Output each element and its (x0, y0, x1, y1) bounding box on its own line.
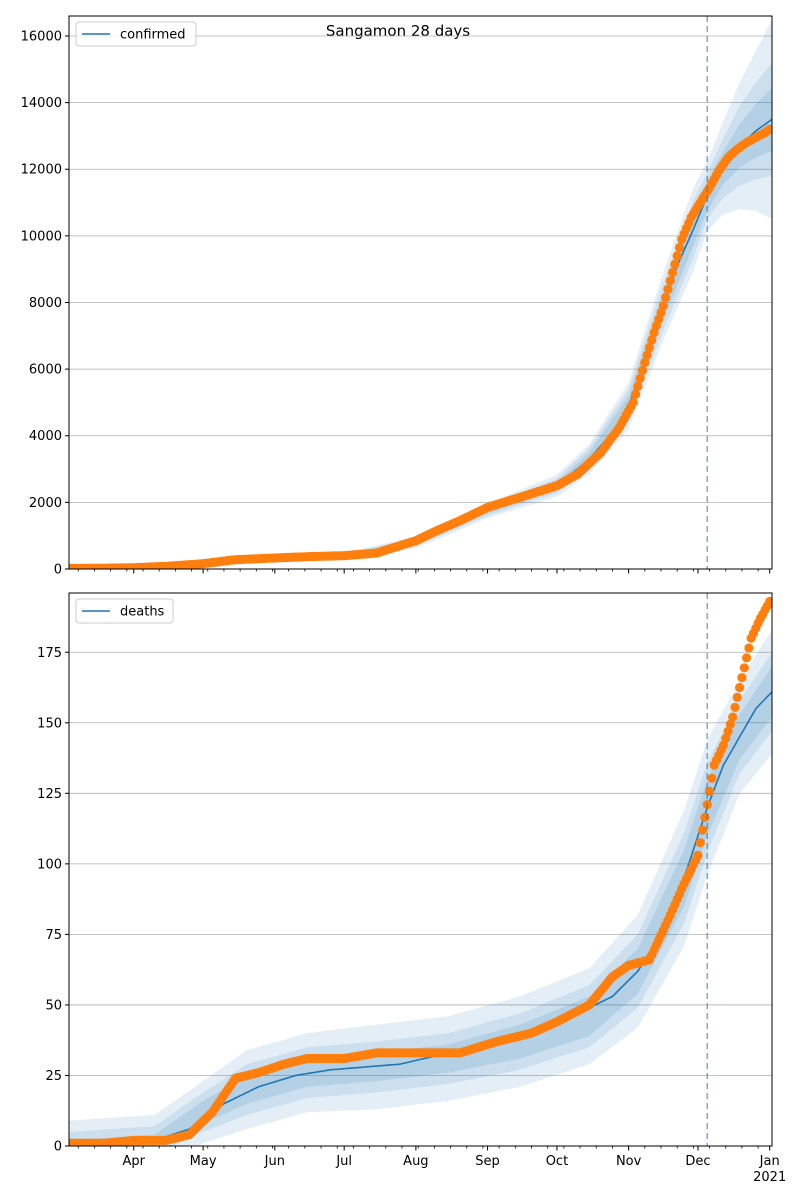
band-middle (69, 652, 772, 1146)
x-tick-label-line: Sep (475, 1154, 500, 1169)
observed-point (725, 719, 736, 729)
legend: confirmed (75, 21, 197, 47)
observed-point (672, 251, 682, 261)
legend-label: deaths (120, 605, 165, 620)
observed-point (665, 276, 675, 286)
observed-point (631, 389, 641, 399)
y-tick-label: 25 (45, 1069, 62, 1084)
observed-point (730, 702, 740, 712)
x-tick-label: Nov (616, 1154, 642, 1169)
x-tick-label-line: Jan (759, 1154, 780, 1169)
observed-point (718, 740, 729, 751)
observed-point (721, 733, 731, 743)
observed-point (765, 124, 772, 134)
plot-area (69, 19, 772, 569)
y-tick-label: 10000 (21, 229, 62, 244)
observed-point (739, 663, 749, 673)
observed-point (700, 812, 710, 822)
observed-point (707, 773, 717, 783)
legend: deaths (75, 598, 174, 624)
observed-point (674, 242, 685, 253)
y-tick-label: 2000 (29, 496, 62, 511)
y-tick-label: 16000 (21, 29, 62, 44)
observed-point (640, 357, 650, 368)
y-tick-label: 6000 (29, 363, 62, 378)
observed-point (695, 838, 705, 848)
x-tick-label: Jan 2021 (753, 1154, 786, 1185)
observed-point (735, 682, 745, 693)
y-tick-label: 8000 (29, 296, 62, 311)
x-tick-label-line: Aug (403, 1154, 428, 1169)
y-tick-label: 4000 (29, 429, 62, 444)
y-tick-label: 150 (37, 716, 62, 731)
observed-point (642, 350, 652, 360)
x-tick-label: Dec (685, 1154, 710, 1169)
observed-point (765, 596, 772, 607)
x-tick-label: Aug (403, 1154, 428, 1169)
x-tick-label-line: May (190, 1154, 217, 1169)
observed-point (737, 673, 747, 683)
x-tick-label: Jun (264, 1154, 285, 1169)
x-tick-label-line: Nov (616, 1154, 642, 1169)
observed-point (635, 373, 645, 383)
observed-point (732, 692, 742, 703)
y-tick-label: 125 (37, 787, 62, 802)
observed-point (628, 397, 638, 407)
y-tick-label: 175 (37, 646, 62, 661)
y-tick-label: 50 (45, 998, 62, 1013)
observed-point (644, 342, 655, 353)
band-inner (69, 666, 772, 1146)
observed-point (742, 653, 752, 663)
observed-point (705, 786, 715, 797)
observed-point (668, 267, 678, 278)
observed-point (698, 825, 708, 835)
x-tick-label-line: Jul (335, 1154, 352, 1169)
x-tick-label-line: Oct (546, 1154, 568, 1169)
plot-frame (68, 592, 773, 1147)
deaths-panel: 0 25 50 75 100 125 150 175 Apr May Jun Jul Aug Sep Oct… (37, 592, 786, 1185)
observed-point (647, 335, 657, 345)
confirmed-panel: 0 2000 4000 6000 8000 10000 12000 14000 16000 con… (21, 15, 773, 578)
legend-label: confirmed (120, 28, 186, 43)
band-outer (69, 629, 772, 1146)
y-tick-label: 75 (45, 928, 62, 943)
x-tick-label: Oct (546, 1154, 568, 1169)
observed-point (633, 381, 643, 391)
y-tick-label: 100 (37, 857, 62, 872)
x-tick-label-line: Dec (685, 1154, 710, 1169)
observed-point (693, 850, 703, 861)
plot-frame (68, 15, 773, 570)
x-tick-label-line: 2021 (753, 1170, 786, 1185)
x-tick-label-line: Jun (264, 1154, 285, 1169)
x-tick-label-line: Apr (123, 1154, 146, 1169)
observed-point (637, 365, 648, 376)
observed-point (670, 259, 680, 269)
y-tick-label: 0 (54, 1140, 62, 1155)
x-tick-label: Sep (475, 1154, 500, 1169)
x-tick-label: Apr (123, 1154, 146, 1169)
x-tick-label: May (190, 1154, 217, 1169)
observed-point (658, 301, 668, 311)
observed-point (744, 643, 754, 653)
observed-point (661, 292, 671, 303)
legend-box (75, 598, 174, 624)
y-tick-label: 12000 (21, 163, 62, 178)
figure-title: Sangamon 28 days (326, 22, 470, 40)
observed-point (723, 726, 733, 736)
x-tick-label: Jul (335, 1154, 352, 1169)
y-tick-label: 14000 (21, 96, 62, 111)
legend-box (75, 21, 197, 47)
observed-point (728, 712, 738, 722)
y-tick-label: 0 (54, 563, 62, 578)
observed-point (663, 284, 673, 294)
